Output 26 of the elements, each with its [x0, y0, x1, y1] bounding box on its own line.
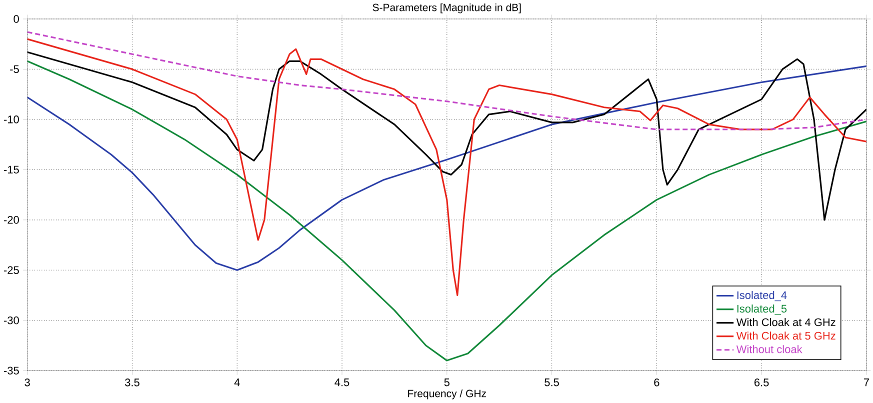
legend-label: Isolated_4	[737, 291, 787, 302]
chart-title: S-Parameters [Magnitude in dB]	[372, 4, 521, 14]
line-series	[27, 60, 866, 362]
x-tick-label: 4.5	[334, 378, 350, 386]
y-tick-label: -25	[4, 266, 19, 274]
y-tick-label: -5	[10, 65, 19, 74]
y-tick-label: -35	[4, 366, 19, 375]
x-tick-label: 6.5	[754, 378, 769, 386]
y-tick-label: 0	[14, 15, 19, 23]
x-tick-label: 5	[444, 378, 450, 386]
x-tick-label: 3	[24, 378, 30, 386]
y-tick-label: -10	[4, 116, 19, 124]
legend-label: Isolated_5	[737, 304, 787, 315]
x-tick-label: 7	[864, 378, 869, 386]
legend-label: Without cloak	[736, 345, 802, 354]
x-tick-label: 6	[654, 378, 660, 386]
legend-label: With Cloak at 4 GHz	[736, 318, 836, 326]
line-series	[27, 65, 866, 272]
y-tick-label: -15	[4, 166, 19, 174]
x-tick-label: 4	[234, 378, 240, 386]
x-tick-label: 5.5	[544, 378, 559, 386]
y-tick-label: -20	[4, 216, 19, 224]
legend-label: With Cloak at 5 GHz	[736, 332, 836, 340]
x-tick-label: 3.5	[125, 378, 140, 386]
x-axis-title: Frequency / GHz	[408, 390, 486, 400]
y-tick-label: -30	[4, 316, 19, 324]
